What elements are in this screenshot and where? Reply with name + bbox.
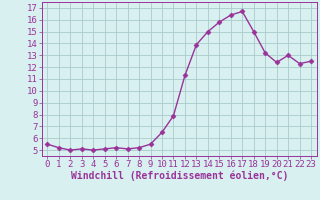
X-axis label: Windchill (Refroidissement éolien,°C): Windchill (Refroidissement éolien,°C) [70,171,288,181]
